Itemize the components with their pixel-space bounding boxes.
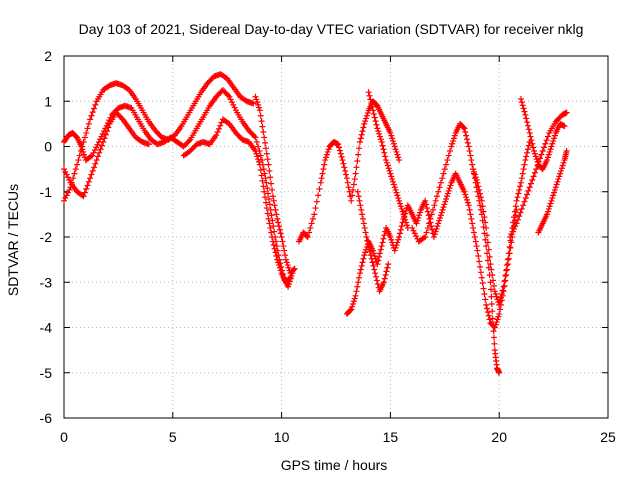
series-sat-e xyxy=(252,93,298,277)
data-point-markers xyxy=(354,188,392,295)
series-sat-b xyxy=(61,86,296,290)
y-tick-label: -3 xyxy=(40,274,53,290)
x-tick-label: 0 xyxy=(60,429,68,445)
chart-title: Day 103 of 2021, Sidereal Day-to-day VTE… xyxy=(79,21,584,37)
series-sat-d xyxy=(180,116,294,286)
x-tick-label: 20 xyxy=(491,429,507,445)
data-point-markers xyxy=(470,138,533,308)
y-tick-label: -4 xyxy=(40,320,53,336)
series-sat-l xyxy=(535,148,570,236)
series-sat-j xyxy=(470,138,533,308)
series-sat-g xyxy=(343,170,520,331)
series-sat-h xyxy=(354,188,392,295)
y-tick-label: -5 xyxy=(40,365,53,381)
x-tick-label: 25 xyxy=(600,429,616,445)
y-tick-label: 0 xyxy=(44,139,52,155)
data-point-markers xyxy=(61,109,152,200)
y-tick-label: 1 xyxy=(44,93,52,109)
grid-lines xyxy=(64,56,608,418)
data-point-markers xyxy=(365,89,411,231)
data-point-markers xyxy=(61,86,296,290)
data-point-markers xyxy=(517,95,568,173)
y-tick-label: -2 xyxy=(40,229,53,245)
data-point-markers xyxy=(343,170,520,331)
x-tick-label: 5 xyxy=(169,429,177,445)
y-axis-title: SDTVAR / TECUs xyxy=(5,184,21,296)
data-points xyxy=(61,71,570,376)
data-point-markers xyxy=(252,93,298,277)
data-point-markers xyxy=(507,109,570,240)
data-point-markers xyxy=(180,116,294,286)
y-tick-label: -1 xyxy=(40,184,53,200)
series-sat-c xyxy=(61,109,152,200)
y-tick-label: -6 xyxy=(40,410,53,426)
x-tick-label: 10 xyxy=(274,429,290,445)
x-tick-label: 15 xyxy=(383,429,399,445)
data-point-markers xyxy=(535,148,570,236)
series-sat-f xyxy=(296,98,403,245)
axis-ticks: 0 5 10 15 20 25 -6 -5 -4 -3 -2 -1 0 1 2 xyxy=(40,48,616,445)
series-sat-m xyxy=(517,95,568,173)
series-sat-n xyxy=(365,89,411,231)
y-tick-label: 2 xyxy=(44,48,52,64)
series-sat-k xyxy=(507,109,570,240)
x-axis-title: GPS time / hours xyxy=(281,457,388,473)
data-point-markers xyxy=(296,98,403,245)
